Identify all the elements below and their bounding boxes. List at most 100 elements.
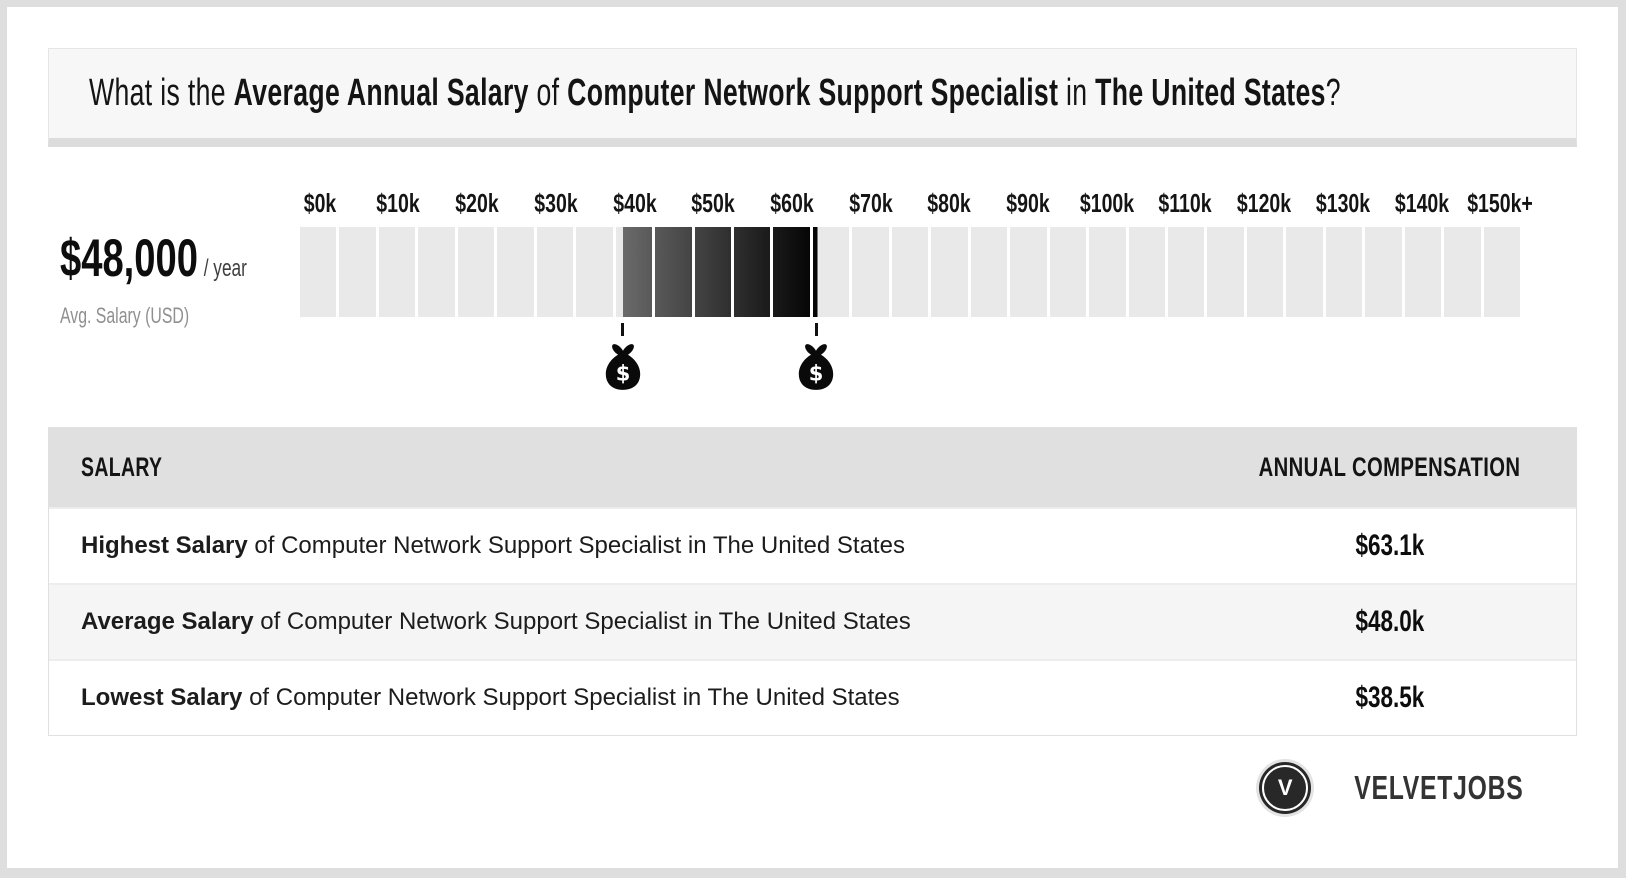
scale-segment bbox=[497, 227, 534, 317]
scale-segment bbox=[733, 227, 771, 317]
axis-tick-label: $70k bbox=[842, 190, 900, 216]
row-label: Highest Salary of Computer Network Suppo… bbox=[81, 532, 905, 559]
salary-summary: $48,000/ year Avg. Salary (USD) bbox=[48, 182, 300, 397]
scale-segment bbox=[1246, 227, 1284, 317]
title-of: of bbox=[528, 72, 568, 114]
dollar-glyph: $ bbox=[809, 361, 824, 385]
scale-segment bbox=[694, 227, 731, 317]
axis-tick-text: $130k bbox=[1315, 188, 1371, 218]
axis-tick-label: $100k bbox=[1071, 190, 1143, 216]
logo-initial: V bbox=[1277, 775, 1293, 800]
salary-caption: Avg. Salary (USD) bbox=[60, 303, 190, 328]
highest-salary-marker: $ bbox=[795, 323, 837, 391]
title-location: The United States bbox=[1095, 72, 1326, 114]
scale-segment bbox=[1483, 227, 1521, 317]
column-header-annual-compensation: ANNUAL COMPENSATION bbox=[1259, 452, 1521, 482]
axis-tick-label: $130k bbox=[1307, 190, 1379, 216]
scale-segment bbox=[1049, 227, 1087, 317]
scale-segment bbox=[1444, 227, 1481, 317]
salary-table: SALARY ANNUAL COMPENSATION Highest Salar… bbox=[48, 427, 1577, 736]
page-title: What is the Average Annual Salary of Com… bbox=[89, 72, 1341, 115]
title-in: in bbox=[1058, 72, 1096, 114]
axis-tick-text: $140k bbox=[1394, 188, 1449, 218]
scale-segment bbox=[812, 227, 850, 317]
axis-tick-label: $140k bbox=[1385, 190, 1457, 216]
table-row-average: Average Salary of Computer Network Suppo… bbox=[49, 583, 1576, 659]
axis-tick-label: $20k bbox=[448, 190, 506, 216]
axis-tick-text: $80k bbox=[927, 188, 972, 218]
row-value: $63.1k bbox=[1355, 529, 1425, 562]
scale-track bbox=[300, 227, 1521, 317]
axis-tick-label: $80k bbox=[920, 190, 978, 216]
scale-segment bbox=[536, 227, 574, 317]
scale-segment bbox=[1404, 227, 1442, 317]
axis-tick-text: $30k bbox=[534, 188, 578, 218]
scale-segment bbox=[1010, 227, 1047, 317]
title-lead: What is the bbox=[89, 72, 234, 114]
scale-segment bbox=[891, 227, 929, 317]
money-bag-icon: $ bbox=[605, 344, 640, 390]
axis-tick-text: $0k bbox=[303, 188, 336, 218]
table-row-highest: Highest Salary of Computer Network Suppo… bbox=[49, 507, 1576, 583]
table-row-lowest: Lowest Salary of Computer Network Suppor… bbox=[49, 659, 1576, 735]
brand-logo: V VELVETJOBS bbox=[7, 762, 1552, 814]
title-question-mark: ? bbox=[1325, 72, 1341, 114]
axis-tick-label: $150k+ bbox=[1457, 190, 1544, 216]
axis-tick-text: $150k+ bbox=[1467, 188, 1534, 218]
row-value: $48.0k bbox=[1355, 605, 1425, 638]
title-box: What is the Average Annual Salary of Com… bbox=[48, 48, 1577, 147]
axis-tick-text: $70k bbox=[848, 188, 893, 218]
axis-tick-text: $10k bbox=[376, 188, 421, 218]
row-label: Lowest Salary of Computer Network Suppor… bbox=[81, 684, 900, 711]
axis-tick-text: $110k bbox=[1158, 188, 1213, 218]
axis-tick-text: $100k bbox=[1079, 188, 1134, 218]
scale-segment bbox=[300, 227, 337, 317]
axis-tick-text: $60k bbox=[770, 188, 814, 218]
scale-segment bbox=[1325, 227, 1363, 317]
axis-tick-label: $60k bbox=[763, 190, 821, 216]
axis-tick-text: $120k bbox=[1237, 188, 1292, 218]
table-header: SALARY ANNUAL COMPENSATION bbox=[49, 428, 1576, 507]
title-salary-term: Average Annual Salary bbox=[233, 72, 529, 114]
axis-tick-label: $90k bbox=[999, 190, 1057, 216]
scale-segment bbox=[1286, 227, 1323, 317]
salary-range-chart: $48,000/ year Avg. Salary (USD) $0k $10k $… bbox=[48, 182, 1577, 397]
scale-segment bbox=[655, 227, 692, 317]
axis-tick-text: $90k bbox=[1006, 188, 1050, 218]
scale-segment bbox=[1167, 227, 1205, 317]
velvetjobs-logo-icon: V bbox=[1259, 762, 1312, 814]
salary-amount-line: $48,000/ year bbox=[60, 228, 247, 289]
scale-segment bbox=[1089, 227, 1126, 317]
scale-segment bbox=[931, 227, 968, 317]
range-tick bbox=[621, 323, 625, 336]
row-value: $38.5k bbox=[1355, 681, 1425, 714]
scale-segment bbox=[339, 227, 376, 317]
scale-segment bbox=[1128, 227, 1165, 317]
average-salary-amount: $48,000 bbox=[60, 229, 198, 288]
axis-tick-label: $50k bbox=[684, 190, 742, 216]
row-label: Average Salary of Computer Network Suppo… bbox=[81, 608, 911, 635]
axis-tick-label: $120k bbox=[1228, 190, 1300, 216]
range-markers: $ $ bbox=[300, 317, 1520, 397]
range-tick bbox=[814, 323, 818, 336]
axis-tick-text: $40k bbox=[612, 188, 657, 218]
axis-tick-text: $20k bbox=[455, 188, 499, 218]
axis-tick-label: $0k bbox=[298, 190, 341, 216]
title-job-title: Computer Network Support Specialist bbox=[567, 72, 1059, 114]
axis-tick-label: $40k bbox=[606, 190, 664, 216]
salary-scale: $0k $10k $20k $30k $40k $50k $60k $70k $80k $90k $… bbox=[298, 182, 1533, 397]
dollar-glyph: $ bbox=[615, 361, 630, 385]
money-bag-icon: $ bbox=[799, 344, 834, 390]
salary-period: / year bbox=[203, 255, 247, 282]
scale-segment bbox=[852, 227, 889, 317]
scale-segment bbox=[576, 227, 613, 317]
axis-tick-row: $0k $10k $20k $30k $40k $50k $60k $70k $80k $90k $… bbox=[298, 182, 1533, 218]
column-header-salary: SALARY bbox=[81, 452, 163, 482]
scale-segment bbox=[418, 227, 455, 317]
page: What is the Average Annual Salary of Com… bbox=[7, 7, 1618, 868]
lowest-salary-marker: $ bbox=[602, 323, 644, 391]
scale-segment bbox=[378, 227, 416, 317]
axis-tick-text: $50k bbox=[691, 188, 735, 218]
scale-segment bbox=[457, 227, 495, 317]
brand-name: VELVETJOBS bbox=[1354, 769, 1524, 806]
